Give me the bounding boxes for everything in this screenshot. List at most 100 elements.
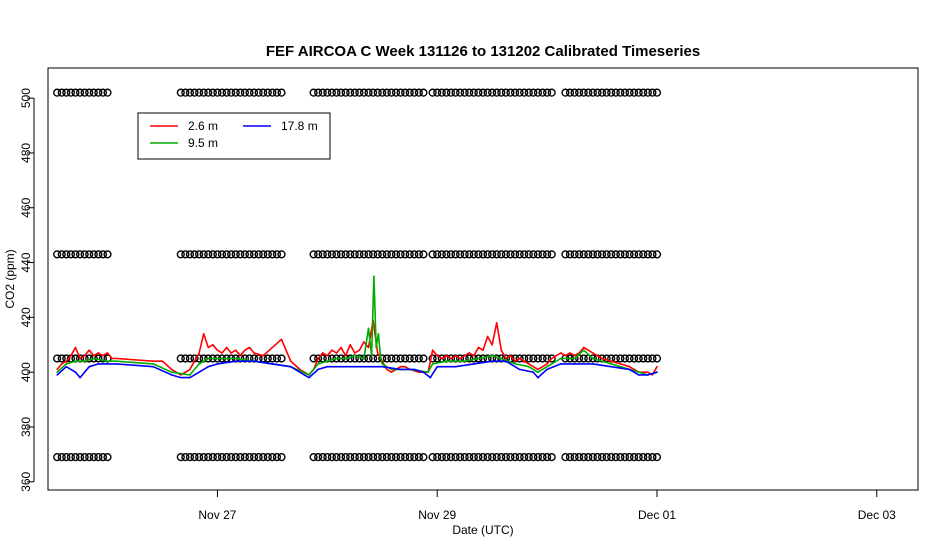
calibration-markers (53, 88, 662, 462)
cal-marker (75, 453, 85, 462)
data-point (601, 357, 603, 360)
data-point (65, 360, 68, 363)
data-point (198, 352, 200, 354)
cal-marker (648, 88, 657, 97)
cal-marker (314, 88, 323, 97)
cal-marker (451, 453, 460, 462)
cal-marker (277, 88, 286, 97)
y-tick-label: 380 (19, 417, 33, 437)
cal-marker (94, 250, 103, 259)
cal-marker (570, 88, 579, 97)
data-point (216, 349, 219, 352)
cal-marker (524, 453, 533, 462)
cal-marker (401, 453, 410, 462)
data-point (207, 365, 210, 368)
data-point (353, 352, 356, 354)
cal-marker (460, 250, 469, 259)
data-point (495, 322, 498, 324)
data-point (97, 352, 100, 354)
data-point (198, 371, 200, 373)
cal-marker (510, 250, 520, 259)
cal-marker (336, 453, 346, 462)
cal-marker (607, 250, 616, 259)
cal-marker (616, 354, 625, 363)
data-point (550, 357, 553, 360)
data-point (363, 365, 365, 368)
cal-marker (227, 453, 236, 462)
data-point (289, 365, 292, 368)
data-point (326, 354, 329, 357)
cal-marker (634, 250, 643, 259)
data-point (308, 374, 310, 376)
cal-marker (597, 453, 607, 462)
data-point (170, 368, 173, 371)
cal-marker (272, 250, 282, 259)
cal-marker (630, 453, 639, 462)
cal-marker (57, 88, 66, 97)
cal-marker (625, 453, 634, 462)
cal-marker (510, 453, 520, 462)
cal-marker (442, 453, 451, 462)
cal-marker (588, 88, 597, 97)
cal-marker (204, 88, 213, 97)
cal-marker (231, 250, 240, 259)
cal-marker (364, 354, 373, 363)
cal-marker (382, 88, 391, 97)
data-point (363, 341, 365, 343)
cal-marker (460, 88, 469, 97)
cal-marker (181, 453, 190, 462)
cal-marker (350, 88, 359, 97)
cal-marker (588, 250, 597, 259)
cal-marker (515, 88, 524, 97)
data-point (564, 354, 567, 357)
cal-marker (94, 88, 103, 97)
data-point (331, 349, 333, 352)
cal-marker (437, 250, 446, 259)
cal-marker (62, 453, 71, 462)
data-point (532, 371, 535, 373)
data-point (212, 343, 214, 346)
data-point (88, 365, 91, 368)
legend-box (137, 112, 331, 160)
cal-marker (652, 88, 662, 97)
cal-marker (520, 250, 529, 259)
data-point (92, 357, 95, 360)
cal-marker (538, 354, 547, 363)
cal-marker (588, 354, 597, 363)
data-point (106, 360, 109, 363)
data-point (74, 346, 77, 349)
data-point (436, 354, 439, 357)
data-point (656, 371, 658, 373)
data-point (537, 376, 539, 379)
cal-marker (57, 250, 66, 259)
cal-marker (80, 250, 89, 259)
cal-marker (602, 250, 611, 259)
cal-marker (98, 88, 108, 97)
cal-marker (217, 453, 227, 462)
cal-marker (543, 453, 552, 462)
data-point (234, 349, 237, 352)
data-point (65, 365, 68, 368)
cal-marker (263, 453, 272, 462)
data-point (509, 354, 512, 357)
cal-marker (53, 250, 62, 259)
data-point (244, 349, 246, 352)
data-point (587, 349, 590, 352)
cal-marker (648, 453, 657, 462)
y-axis-label: CO2 (ppm) (3, 249, 17, 308)
cal-marker (213, 453, 222, 462)
cal-marker (611, 453, 620, 462)
cal-marker (364, 250, 373, 259)
data-point (280, 338, 283, 341)
cal-marker (80, 453, 89, 462)
data-point (74, 360, 77, 363)
cal-marker (533, 88, 543, 97)
data-point (431, 363, 434, 365)
data-point (370, 354, 373, 357)
cal-marker (181, 354, 190, 363)
data-point (418, 371, 420, 373)
cal-marker (620, 354, 630, 363)
cal-marker (492, 250, 501, 259)
cal-marker (227, 88, 236, 97)
cal-marker (488, 453, 497, 462)
